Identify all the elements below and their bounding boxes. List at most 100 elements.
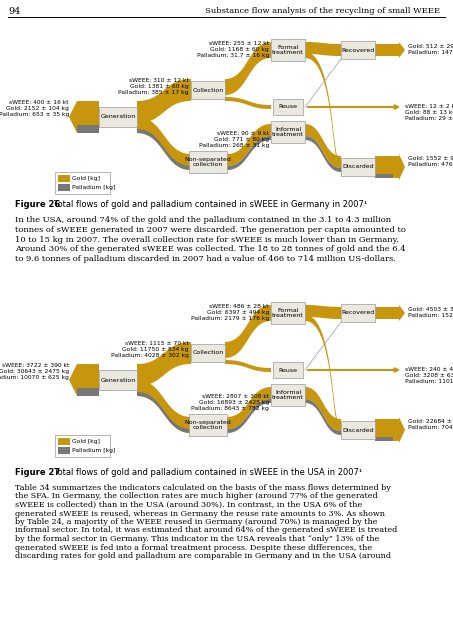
Text: Palladium [kg]: Palladium [kg]	[72, 185, 116, 190]
Polygon shape	[305, 124, 341, 168]
Text: Around 30% of the generated sWEEE was collected. The 18 to 28 tonnes of gold and: Around 30% of the generated sWEEE was co…	[15, 245, 405, 253]
FancyBboxPatch shape	[58, 184, 70, 191]
Polygon shape	[137, 79, 191, 123]
Text: Formal
treatment: Formal treatment	[272, 308, 304, 318]
Polygon shape	[137, 117, 191, 170]
Text: 94: 94	[8, 7, 20, 16]
FancyBboxPatch shape	[191, 344, 225, 362]
Text: by Table 24, a majority of the WEEE reused in Germany (around 70%) is managed by: by Table 24, a majority of the WEEE reus…	[15, 518, 377, 526]
Text: informal sector. In total, it was estimated that around 64% of the generated sWE: informal sector. In total, it was estima…	[15, 527, 397, 534]
Text: Informal
treatment: Informal treatment	[272, 390, 304, 401]
Polygon shape	[375, 437, 393, 441]
Text: Gold: 512 ± 29 kg
Palladium: 147 ± 9 kg: Gold: 512 ± 29 kg Palladium: 147 ± 9 kg	[408, 44, 453, 55]
Polygon shape	[225, 305, 271, 358]
Polygon shape	[305, 315, 341, 433]
Polygon shape	[227, 399, 271, 433]
Text: sWEEE: 12 ± 2 kt
Gold: 88 ± 13 kg
Palladium: 29 ± 4 kg: sWEEE: 12 ± 2 kt Gold: 88 ± 13 kg Pallad…	[405, 104, 453, 120]
Text: Discarded: Discarded	[342, 428, 374, 433]
Text: Gold [kg]: Gold [kg]	[72, 439, 100, 444]
Polygon shape	[305, 42, 341, 56]
FancyBboxPatch shape	[55, 435, 110, 457]
Polygon shape	[305, 136, 341, 172]
Text: Figure 26: Figure 26	[15, 200, 60, 209]
Text: 10 to 15 kg in 2007. The overall collection rate for sWEEE is much lower than in: 10 to 15 kg in 2007. The overall collect…	[15, 236, 399, 244]
Polygon shape	[305, 387, 341, 431]
Text: by the formal sector in Germany. This indicator in the USA reveals that “only” 1: by the formal sector in Germany. This in…	[15, 535, 379, 543]
FancyBboxPatch shape	[55, 172, 110, 194]
FancyBboxPatch shape	[271, 121, 305, 143]
Polygon shape	[227, 124, 271, 166]
Polygon shape	[375, 174, 393, 178]
FancyBboxPatch shape	[189, 414, 227, 436]
Text: Total flows of gold and palladium contained in sWEEE in Germany in 2007¹: Total flows of gold and palladium contai…	[46, 200, 367, 209]
Text: In the USA, around 74% of the gold and the palladium contained in the 3.1 to 4.3: In the USA, around 74% of the gold and t…	[15, 216, 391, 224]
Text: sWEEE: 486 ± 28 kt
Gold: 6397 ± 494 kg
Palladium: 2179 ± 176 kg: sWEEE: 486 ± 28 kt Gold: 6397 ± 494 kg P…	[191, 304, 269, 321]
Text: Figure 27: Figure 27	[15, 468, 60, 477]
FancyBboxPatch shape	[341, 421, 375, 439]
Text: sWEEE: 255 ± 12 kt
Gold: 1168 ± 60 kg
Palladium: 31.7 ± 16 kg: sWEEE: 255 ± 12 kt Gold: 1168 ± 60 kg Pa…	[197, 41, 269, 58]
Text: Generation: Generation	[101, 378, 135, 383]
Text: Non-separated
collection: Non-separated collection	[185, 420, 231, 430]
Polygon shape	[375, 417, 405, 443]
Polygon shape	[137, 129, 191, 170]
Polygon shape	[137, 392, 191, 433]
Text: to 9.6 tonnes of palladium discarded in 2007 had a value of 466 to 714 million U: to 9.6 tonnes of palladium discarded in …	[15, 255, 396, 263]
Text: sWEEE: 310 ± 12 kt
Gold: 1381 ± 60 kg
Palladium: 385 ± 17 kg: sWEEE: 310 ± 12 kt Gold: 1381 ± 60 kg Pa…	[119, 78, 189, 95]
Text: Gold: 22684 ± 2426 kg
Palladium: 7040 ± 789 kg: Gold: 22684 ± 2426 kg Palladium: 7040 ± …	[408, 419, 453, 430]
Polygon shape	[305, 52, 341, 170]
Text: Table 34 summarizes the indicators calculated on the basis of the mass flows det: Table 34 summarizes the indicators calcu…	[15, 484, 391, 492]
Polygon shape	[375, 42, 405, 58]
Text: Total flows of gold and palladium contained in sWEEE in the USA in 2007¹: Total flows of gold and palladium contai…	[46, 468, 362, 477]
Polygon shape	[77, 125, 99, 133]
Polygon shape	[77, 101, 99, 133]
Polygon shape	[69, 101, 77, 133]
Text: Gold: 4503 ± 375 kg
Palladium: 1526 ± 150 kg: Gold: 4503 ± 375 kg Palladium: 1526 ± 15…	[408, 307, 453, 318]
Text: tonnes of sWEEE generated in 2007 were discarded. The generation per capita amou: tonnes of sWEEE generated in 2007 were d…	[15, 226, 406, 234]
FancyBboxPatch shape	[271, 302, 305, 324]
Text: sWEEE: 2807 ± 308 kt
Gold: 16893 ± 2425 kg
Palladium: 8643 ± 782 kg: sWEEE: 2807 ± 308 kt Gold: 16893 ± 2425 …	[191, 394, 269, 411]
FancyBboxPatch shape	[58, 447, 70, 454]
Text: Recovered: Recovered	[342, 310, 375, 316]
Polygon shape	[305, 305, 341, 319]
Text: Formal
treatment: Formal treatment	[272, 45, 304, 56]
Polygon shape	[137, 342, 191, 386]
Polygon shape	[227, 387, 271, 429]
Text: Informal
treatment: Informal treatment	[272, 127, 304, 138]
FancyBboxPatch shape	[58, 175, 70, 182]
Polygon shape	[305, 399, 341, 435]
Text: Non-separated
collection: Non-separated collection	[185, 157, 231, 168]
Text: Gold [kg]: Gold [kg]	[72, 176, 100, 181]
Polygon shape	[227, 136, 271, 170]
Text: generated sWEEE is fed into a formal treatment process. Despite these difference: generated sWEEE is fed into a formal tre…	[15, 543, 372, 552]
Text: Recovered: Recovered	[342, 47, 375, 52]
Text: sWEEE: 400 ± 16 kt
Gold: 2152 ± 104 kg
Palladium: 653 ± 35 kg: sWEEE: 400 ± 16 kt Gold: 2152 ± 104 kg P…	[0, 100, 69, 116]
Text: Substance flow analysis of the recycling of small WEEE: Substance flow analysis of the recycling…	[205, 7, 440, 15]
Text: the SFA. In Germany, the collection rates are much higher (around 77% of the gen: the SFA. In Germany, the collection rate…	[15, 493, 378, 500]
Text: Reuse: Reuse	[279, 104, 298, 109]
Text: Discarded: Discarded	[342, 164, 374, 170]
Text: Collection: Collection	[193, 88, 224, 93]
FancyBboxPatch shape	[273, 362, 303, 378]
FancyBboxPatch shape	[341, 158, 375, 176]
Text: discarding rates for gold and palladium are comparable in Germany and in the USA: discarding rates for gold and palladium …	[15, 552, 391, 560]
Polygon shape	[225, 42, 271, 95]
Text: Palladium [kg]: Palladium [kg]	[72, 448, 116, 453]
Polygon shape	[69, 364, 77, 396]
Polygon shape	[225, 360, 271, 372]
Text: Reuse: Reuse	[279, 367, 298, 372]
Polygon shape	[375, 305, 405, 321]
Polygon shape	[225, 97, 271, 109]
Text: generated sWEEE is reused, whereas in Germany the reuse rate amounts to 3%. As s: generated sWEEE is reused, whereas in Ge…	[15, 509, 385, 518]
Text: sWEEE: 1115 ± 70 kt
Gold: 11750 ± 834 kg
Palladium: 4028 ± 302 kg: sWEEE: 1115 ± 70 kt Gold: 11750 ± 834 kg…	[111, 341, 189, 358]
Text: Gold: 1552 ± 90 kg
Palladium: 476 ± 33 kg: Gold: 1552 ± 90 kg Palladium: 476 ± 33 k…	[408, 156, 453, 167]
Text: Collection: Collection	[193, 351, 224, 355]
FancyBboxPatch shape	[273, 99, 303, 115]
Text: Generation: Generation	[101, 115, 135, 120]
Polygon shape	[137, 380, 191, 433]
Polygon shape	[77, 388, 99, 396]
Text: sWEEE: 3722 ± 390 kt
Gold: 30643 ± 2475 kg
Palladium: 10070 ± 625 kg: sWEEE: 3722 ± 390 kt Gold: 30643 ± 2475 …	[0, 363, 69, 380]
FancyBboxPatch shape	[271, 384, 305, 406]
Text: sWEEE: 240 ± 40 kt
Gold: 3208 ± 638 kg
Palladium: 1101 ± 293 kg: sWEEE: 240 ± 40 kt Gold: 3208 ± 638 kg P…	[405, 367, 453, 383]
FancyBboxPatch shape	[99, 370, 137, 390]
FancyBboxPatch shape	[99, 107, 137, 127]
